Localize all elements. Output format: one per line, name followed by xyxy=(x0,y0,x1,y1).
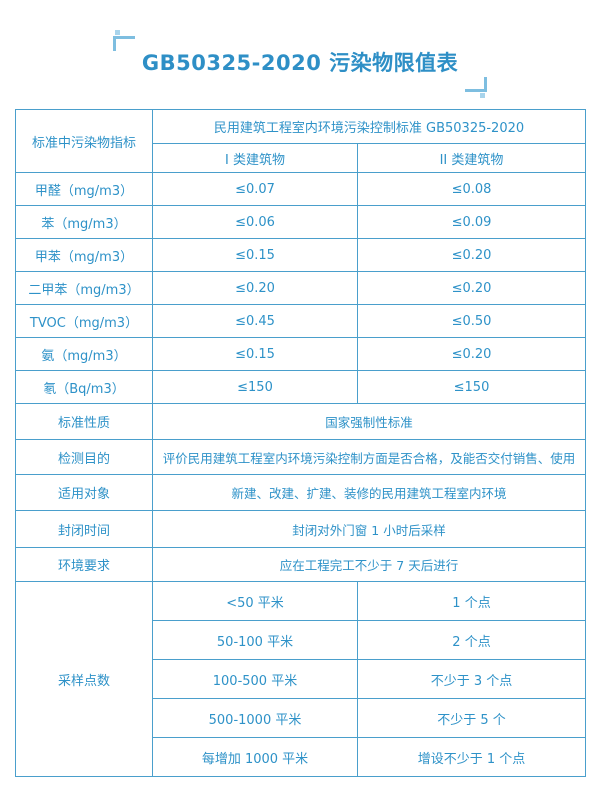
sampling-area-cell: 100-500 平米 xyxy=(152,659,358,699)
pollutant-limits-table: 标准中污染物指标 民用建筑工程室内环境污染控制标准 GB50325-2020 I… xyxy=(15,109,587,777)
sampling-area-cell: 500-1000 平米 xyxy=(152,698,358,738)
pollutant-label-cell: 甲醛（mg/m3） xyxy=(15,172,153,206)
class1-value-cell: ≤0.06 xyxy=(152,205,358,239)
table-header-row-2: I 类建筑物 II 类建筑物 xyxy=(16,143,587,173)
info-label-cell: 检测目的 xyxy=(15,439,153,475)
title-bar: GB50325-2020 污染物限值表 xyxy=(0,30,600,98)
corner-bracket-top-left-icon xyxy=(112,30,135,51)
class1-header-cell: I 类建筑物 xyxy=(152,143,358,173)
pollutant-row-xylene: 二甲苯（mg/m3） ≤0.20 ≤0.20 xyxy=(15,271,587,305)
sampling-points-cell: 增设不少于 1 个点 xyxy=(356,737,587,777)
sampling-area-cell: 50-100 平米 xyxy=(152,620,358,660)
corner-bracket-bottom-right-icon xyxy=(465,77,488,98)
sampling-area-cell: <50 平米 xyxy=(152,581,358,621)
class1-value-cell: ≤150 xyxy=(152,370,358,404)
info-label-cell: 环境要求 xyxy=(15,547,153,582)
info-row-test-purpose: 检测目的 评价民用建筑工程室内环境污染控制方面是否合格，及能否交付销售、使用 xyxy=(15,439,587,475)
sampling-points-cell: 不少于 5 个 xyxy=(356,698,587,738)
class1-value-cell: ≤0.20 xyxy=(152,271,358,305)
page-title: GB50325-2020 污染物限值表 xyxy=(141,51,459,75)
class1-value-cell: ≤0.15 xyxy=(152,238,358,272)
info-value-cell: 封闭对外门窗 1 小时后采样 xyxy=(151,510,587,548)
class2-value-cell: ≤0.20 xyxy=(356,337,587,371)
pollutant-label-cell: 甲苯（mg/m3） xyxy=(15,238,153,272)
class2-value-cell: ≤0.08 xyxy=(356,172,587,206)
info-value-cell: 国家强制性标准 xyxy=(151,403,587,440)
pollutant-label-cell: 氡（Bq/m3） xyxy=(15,370,153,404)
pollutant-label-cell: 氨（mg/m3） xyxy=(15,337,153,371)
sampling-row: 500-1000 平米 不少于 5 个 xyxy=(16,698,587,738)
sampling-row: 100-500 平米 不少于 3 个点 xyxy=(16,659,587,699)
class2-value-cell: ≤0.09 xyxy=(356,205,587,239)
pollutant-row-benzene: 苯（mg/m3） ≤0.06 ≤0.09 xyxy=(15,205,587,239)
pollutant-row-radon: 氡（Bq/m3） ≤150 ≤150 xyxy=(15,370,587,404)
pollutant-row-formaldehyde: 甲醛（mg/m3） ≤0.07 ≤0.08 xyxy=(15,172,587,206)
table-header-row-1: 标准中污染物指标 民用建筑工程室内环境污染控制标准 GB50325-2020 xyxy=(15,109,587,173)
pollutant-row-toluene: 甲苯（mg/m3） ≤0.15 ≤0.20 xyxy=(15,238,587,272)
class2-value-cell: ≤0.20 xyxy=(356,238,587,272)
sampling-points-cell: 1 个点 xyxy=(356,581,587,621)
info-value-cell: 评价民用建筑工程室内环境污染控制方面是否合格，及能否交付销售、使用 xyxy=(151,439,587,475)
class1-value-cell: ≤0.15 xyxy=(152,337,358,371)
sampling-row: 50-100 平米 2 个点 xyxy=(16,620,587,660)
class1-value-cell: ≤0.07 xyxy=(152,172,358,206)
class2-value-cell: ≤150 xyxy=(356,370,587,404)
sampling-row: 采样点数 <50 平米 1 个点 xyxy=(15,581,587,777)
pollutant-label-cell: TVOC（mg/m3） xyxy=(15,304,153,338)
info-value-cell: 新建、改建、扩建、装修的民用建筑工程室内环境 xyxy=(151,474,587,511)
class2-header-cell: II 类建筑物 xyxy=(356,143,587,173)
pollutant-row-ammonia: 氨（mg/m3） ≤0.15 ≤0.20 xyxy=(15,337,587,371)
info-row-closure-time: 封闭时间 封闭对外门窗 1 小时后采样 xyxy=(15,510,587,548)
class1-value-cell: ≤0.45 xyxy=(152,304,358,338)
standard-title-cell: 民用建筑工程室内环境污染控制标准 GB50325-2020 xyxy=(151,109,587,144)
info-row-applicable-target: 适用对象 新建、改建、扩建、装修的民用建筑工程室内环境 xyxy=(15,474,587,511)
pollutant-row-tvoc: TVOC（mg/m3） ≤0.45 ≤0.50 xyxy=(15,304,587,338)
info-row-environment-requirement: 环境要求 应在工程完工不少于 7 天后进行 xyxy=(15,547,587,582)
sampling-area-cell: 每增加 1000 平米 xyxy=(152,737,358,777)
pollutant-label-cell: 二甲苯（mg/m3） xyxy=(15,271,153,305)
sampling-points-cell: 2 个点 xyxy=(356,620,587,660)
sampling-label-cell: 采样点数 xyxy=(15,581,153,777)
info-label-cell: 适用对象 xyxy=(15,474,153,511)
info-label-cell: 标准性质 xyxy=(15,403,153,440)
sampling-row: 每增加 1000 平米 增设不少于 1 个点 xyxy=(16,737,587,777)
class2-value-cell: ≤0.50 xyxy=(356,304,587,338)
class2-value-cell: ≤0.20 xyxy=(356,271,587,305)
pollutant-label-cell: 苯（mg/m3） xyxy=(15,205,153,239)
info-row-standard-nature: 标准性质 国家强制性标准 xyxy=(15,403,587,440)
indicator-header-cell: 标准中污染物指标 xyxy=(15,109,153,173)
info-label-cell: 封闭时间 xyxy=(15,510,153,548)
sampling-points-cell: 不少于 3 个点 xyxy=(356,659,587,699)
info-value-cell: 应在工程完工不少于 7 天后进行 xyxy=(151,547,587,582)
